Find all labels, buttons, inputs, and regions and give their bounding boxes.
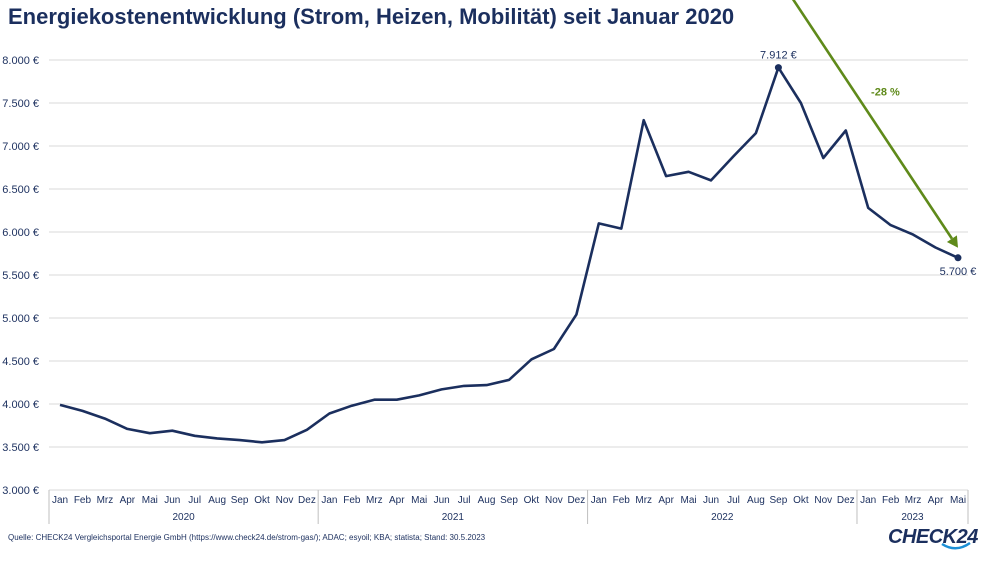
x-tick-label: Feb <box>613 495 631 506</box>
x-tick-label: Dez <box>837 495 855 506</box>
y-tick-label: 6.000 € <box>2 227 39 239</box>
check24-logo: CHECK24 <box>888 526 978 548</box>
x-tick-label: Aug <box>208 495 226 506</box>
x-tick-label: Apr <box>389 495 405 506</box>
data-label: 7.912 € <box>760 50 797 62</box>
x-tick-label: Okt <box>793 495 809 506</box>
trend-label: -28 % <box>871 86 900 98</box>
x-tick-label: Jan <box>860 495 876 506</box>
x-tick-label: Mrz <box>366 495 383 506</box>
x-tick-label: Aug <box>478 495 496 506</box>
x-tick-label: Mai <box>142 495 158 506</box>
x-tick-label: Feb <box>343 495 361 506</box>
x-tick-label: Mrz <box>635 495 652 506</box>
x-tick-label: Apr <box>120 495 136 506</box>
x-tick-label: Aug <box>747 495 765 506</box>
y-tick-label: 8.000 € <box>2 55 39 67</box>
x-tick-label: Mai <box>411 495 427 506</box>
y-tick-label: 4.500 € <box>2 356 39 368</box>
x-tick-label: Jan <box>591 495 607 506</box>
x-tick-label: Mrz <box>97 495 114 506</box>
x-tick-label: Feb <box>882 495 900 506</box>
x-tick-label: Mai <box>681 495 697 506</box>
year-label: 2022 <box>711 512 734 523</box>
x-tick-label: Jul <box>458 495 471 506</box>
logo-swoosh-icon <box>941 541 971 550</box>
x-tick-label: Nov <box>545 495 563 506</box>
x-tick-label: Apr <box>658 495 674 506</box>
y-tick-label: 3.500 € <box>2 442 39 454</box>
x-tick-label: Sep <box>770 495 788 506</box>
data-point-marker <box>954 254 962 262</box>
trend-arrow-line <box>791 0 953 240</box>
data-point-marker <box>774 64 782 72</box>
x-tick-label: Jun <box>434 495 450 506</box>
x-tick-label: Mai <box>950 495 966 506</box>
x-tick-label: Jul <box>188 495 201 506</box>
y-tick-label: 5.000 € <box>2 313 39 325</box>
chart-title: Energiekostenentwicklung (Strom, Heizen,… <box>8 4 735 29</box>
x-tick-label: Jul <box>727 495 740 506</box>
y-tick-label: 7.500 € <box>2 98 39 110</box>
y-tick-label: 7.000 € <box>2 141 39 153</box>
x-tick-label: Dez <box>567 495 585 506</box>
x-tick-label: Jan <box>321 495 337 506</box>
x-tick-label: Dez <box>298 495 316 506</box>
x-tick-label: Okt <box>254 495 270 506</box>
x-tick-label: Jan <box>52 495 68 506</box>
x-tick-label: Apr <box>928 495 944 506</box>
x-tick-label: Sep <box>231 495 249 506</box>
x-tick-label: Mrz <box>905 495 922 506</box>
x-tick-label: Nov <box>276 495 294 506</box>
x-tick-label: Feb <box>74 495 92 506</box>
x-tick-label: Okt <box>524 495 540 506</box>
y-tick-label: 3.000 € <box>2 485 39 497</box>
source-note: Quelle: CHECK24 Vergleichsportal Energie… <box>8 533 486 542</box>
data-label: 5.700 € <box>940 266 977 278</box>
y-tick-label: 6.500 € <box>2 184 39 196</box>
year-label: 2020 <box>172 512 195 523</box>
year-label: 2021 <box>442 512 465 523</box>
trend-arrow-head <box>946 235 958 248</box>
y-tick-label: 5.500 € <box>2 270 39 282</box>
x-tick-label: Jun <box>703 495 719 506</box>
year-label: 2023 <box>901 512 924 523</box>
y-tick-label: 4.000 € <box>2 399 39 411</box>
series-line <box>59 66 959 444</box>
x-tick-label: Nov <box>814 495 832 506</box>
x-tick-label: Sep <box>500 495 518 506</box>
x-tick-label: Jun <box>164 495 180 506</box>
